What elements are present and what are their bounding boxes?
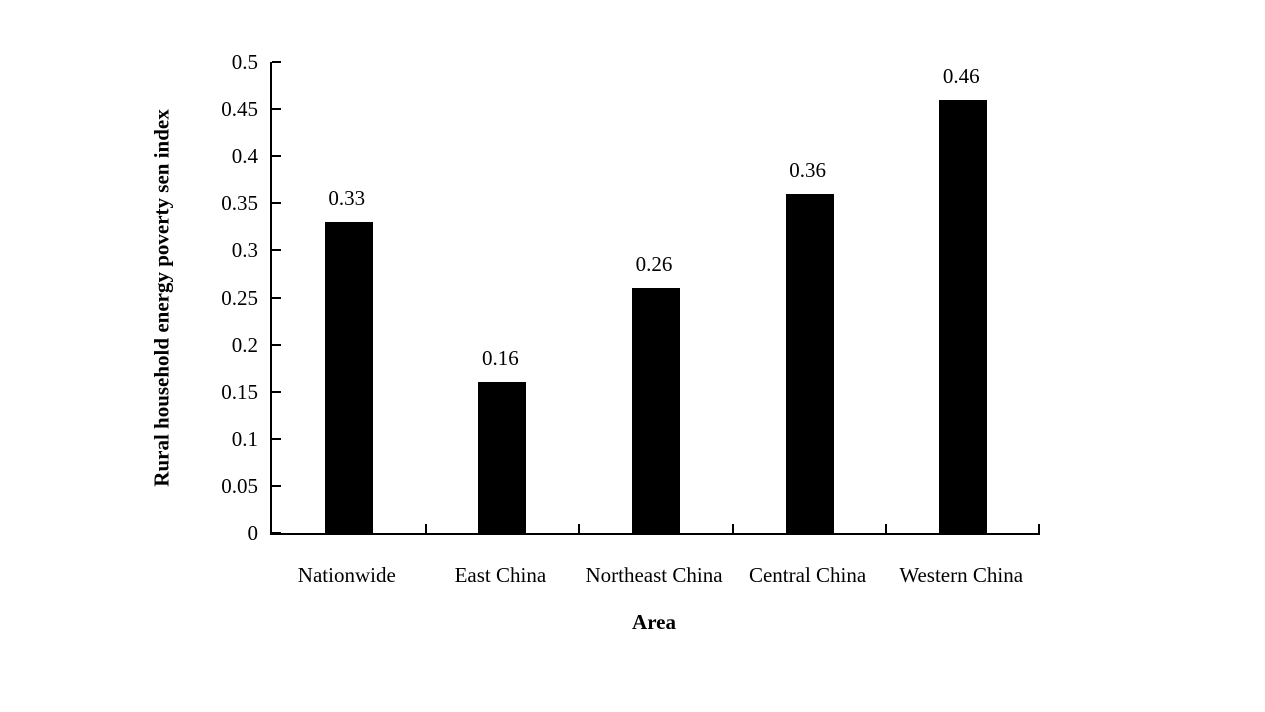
y-tick-mark: [272, 484, 281, 487]
y-tick-label: 0.35: [221, 191, 258, 216]
y-tick-mark: [272, 202, 281, 205]
bar: [786, 194, 834, 533]
bar: [325, 222, 373, 533]
bar: [939, 100, 987, 533]
y-tick-label: 0.25: [221, 285, 258, 310]
bar-value-label: 0.46: [942, 64, 980, 88]
x-tick-mark: [1038, 524, 1040, 533]
y-tick-mark: [272, 437, 281, 440]
y-tick-label: 0.05: [221, 473, 258, 498]
x-category-label: East China: [454, 563, 547, 587]
y-axis-title: Rural household energy poverty sen index: [149, 109, 174, 487]
x-tick-mark: [732, 524, 734, 533]
plot-area: [270, 61, 1040, 535]
y-tick-label: 0.5: [231, 50, 258, 74]
y-tick-label: 0.4: [231, 144, 258, 169]
x-tick-mark: [578, 524, 580, 533]
y-tick-mark: [272, 532, 281, 534]
y-tick-label: 0.45: [221, 97, 258, 122]
x-tick-mark: [425, 524, 427, 533]
bar-value-label: 0.26: [635, 252, 673, 276]
bar-value-label: 0.36: [789, 158, 826, 182]
bar: [632, 288, 680, 533]
bar-value-label: 0.16: [482, 346, 519, 370]
x-axis-title: Area: [632, 610, 676, 634]
y-tick-mark: [272, 249, 281, 252]
y-tick-label: 0.1: [231, 426, 258, 451]
y-tick-mark: [272, 296, 281, 299]
x-tick-mark: [885, 524, 887, 533]
y-tick-mark: [272, 155, 281, 158]
bar-value-label: 0.33: [328, 186, 366, 210]
y-tick-mark: [272, 61, 281, 63]
x-category-label: Western China: [899, 563, 1024, 587]
y-tick-label: 0.3: [231, 238, 258, 263]
x-category-label: Central China: [748, 563, 867, 587]
y-tick-label: 0: [247, 521, 259, 545]
y-tick-mark: [272, 108, 281, 111]
y-tick-mark: [272, 390, 281, 393]
y-tick-label: 0.15: [221, 379, 258, 404]
y-tick-label: 0.2: [231, 332, 258, 357]
x-category-label: Northeast China: [585, 563, 723, 587]
y-tick-mark: [272, 343, 281, 346]
x-category-label: Nationwide: [297, 563, 396, 587]
bar: [478, 382, 526, 533]
